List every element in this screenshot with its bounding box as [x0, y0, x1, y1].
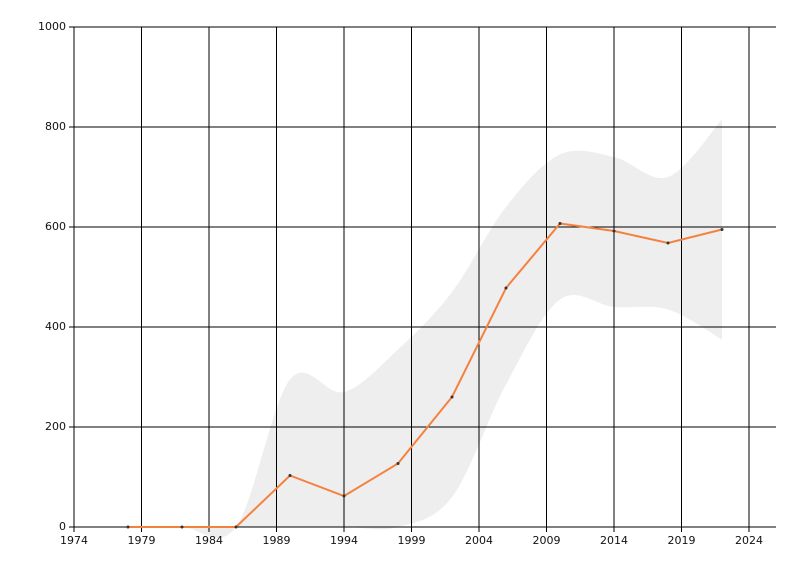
x-tick-label: 1984 — [195, 534, 223, 547]
y-tick-label: 600 — [45, 220, 66, 233]
y-tick-label: 400 — [45, 320, 66, 333]
point — [612, 229, 616, 233]
y-tick-label: 800 — [45, 120, 66, 133]
y-tick-label: 1000 — [38, 20, 66, 33]
point — [396, 462, 400, 465]
x-tick-label: 1979 — [128, 534, 156, 547]
y-tick-label: 200 — [45, 420, 66, 433]
x-tick-label: 2004 — [465, 534, 493, 547]
point — [234, 525, 238, 529]
x-tick-label: 1994 — [330, 534, 358, 547]
x-tick-label: 2019 — [668, 534, 696, 547]
point — [504, 286, 508, 290]
x-tick-label: 2014 — [600, 534, 628, 547]
x-tick-label: 1999 — [398, 534, 426, 547]
point — [180, 525, 184, 529]
point — [666, 241, 670, 245]
x-tick-label: 1989 — [263, 534, 291, 547]
line — [128, 222, 723, 528]
point — [558, 222, 562, 225]
y-tick-label: 0 — [59, 520, 66, 533]
point — [288, 474, 292, 477]
point — [126, 525, 130, 529]
x-tick-label: 2024 — [735, 534, 763, 547]
point — [342, 494, 346, 498]
x-tick-label: 2009 — [533, 534, 561, 547]
point — [450, 395, 454, 399]
confidence-band — [128, 119, 722, 538]
point — [720, 228, 724, 231]
x-tick-label: 1974 — [60, 534, 88, 547]
